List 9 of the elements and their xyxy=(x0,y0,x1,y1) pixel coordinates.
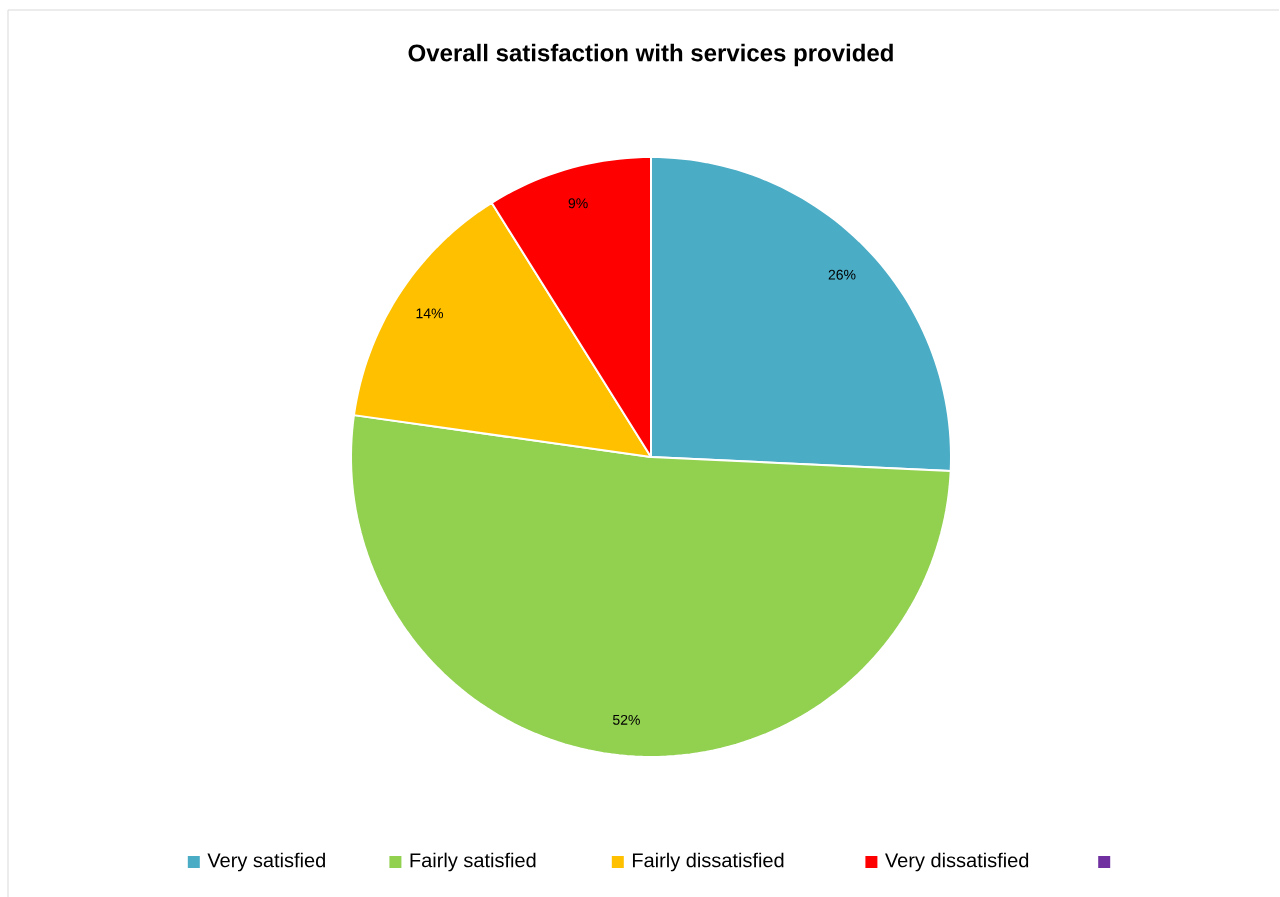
legend-label: Fairly dissatisfied xyxy=(632,852,784,872)
legend-label: Fairly satisfied xyxy=(410,852,536,872)
data-label: 14% xyxy=(416,308,444,319)
legend-label: Very dissatisfied xyxy=(885,852,1029,872)
data-label: 9% xyxy=(568,198,588,209)
chart-title: Overall satisfaction with services provided xyxy=(408,43,893,67)
data-label: 26% xyxy=(828,269,856,280)
legend-label: Very satisfied xyxy=(207,852,325,872)
data-label: 52% xyxy=(612,714,640,725)
